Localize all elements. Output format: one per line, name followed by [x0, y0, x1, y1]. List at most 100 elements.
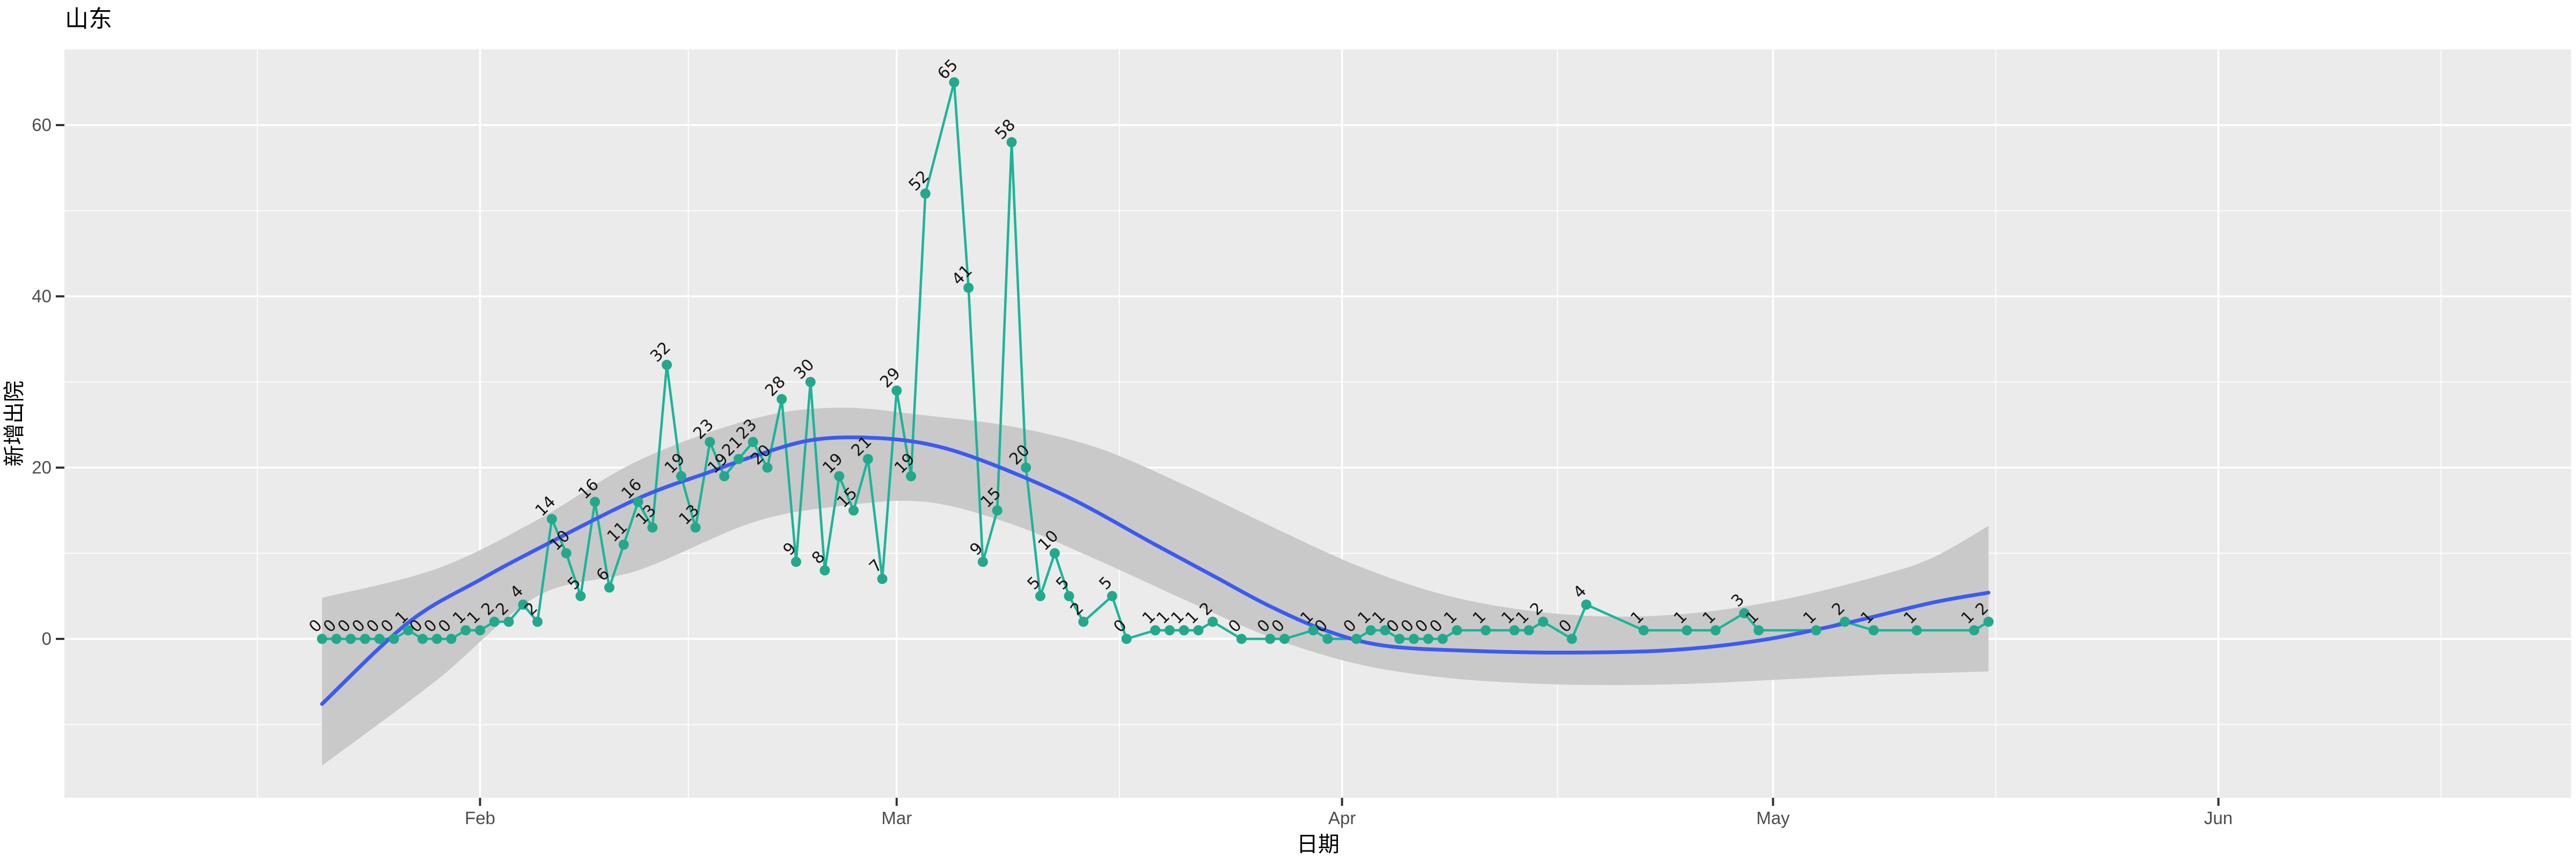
data-point	[1035, 591, 1045, 601]
y-tick-label: 60	[32, 115, 52, 135]
data-point	[1524, 625, 1534, 636]
data-point	[1049, 548, 1060, 558]
confidence-band-layer	[322, 407, 1989, 766]
data-point	[877, 573, 888, 584]
x-tick-label: May	[1757, 808, 1790, 828]
data-point	[1078, 616, 1089, 627]
data-point	[1193, 625, 1204, 636]
data-point	[819, 565, 830, 576]
data-point	[1208, 616, 1218, 627]
data-point	[705, 436, 715, 447]
data-point	[1969, 625, 1979, 636]
data-point	[317, 634, 327, 644]
data-point	[1509, 625, 1520, 636]
data-point	[1811, 625, 1821, 636]
data-point	[403, 625, 414, 636]
data-point	[532, 616, 543, 627]
data-point	[805, 377, 816, 387]
data-point	[762, 462, 773, 473]
data-point	[906, 471, 917, 482]
x-axis-title: 日期	[1297, 833, 1340, 856]
data-point	[1006, 137, 1017, 148]
data-point	[374, 634, 385, 644]
data-point	[618, 540, 629, 550]
data-point	[1739, 608, 1750, 618]
data-point	[1538, 616, 1548, 627]
data-point	[1581, 599, 1592, 610]
data-point	[590, 497, 601, 507]
data-point	[389, 634, 399, 644]
data-point	[1409, 634, 1419, 644]
data-point	[777, 394, 787, 404]
data-point	[575, 591, 586, 601]
data-point	[1107, 591, 1117, 601]
data-point	[1452, 625, 1462, 636]
data-point	[1753, 625, 1764, 636]
data-point	[963, 282, 974, 293]
x-tick-label: Apr	[1328, 808, 1356, 828]
data-point	[1710, 625, 1721, 636]
axis-ticks-layer: Feb Mar Apr May Jun 0 20 40 60	[32, 115, 2233, 828]
data-point	[848, 505, 859, 516]
data-point	[1021, 462, 1031, 473]
data-point	[489, 616, 500, 627]
data-point	[546, 514, 557, 525]
data-point	[690, 522, 701, 533]
data-point	[834, 471, 845, 482]
data-point	[719, 471, 730, 482]
data-point	[1868, 625, 1879, 636]
data-point	[1437, 634, 1448, 644]
data-point	[446, 634, 457, 644]
data-point	[475, 625, 485, 636]
data-point	[518, 599, 529, 610]
data-point	[992, 505, 1002, 516]
data-point	[647, 522, 658, 533]
plot-title: 山东	[65, 6, 112, 32]
data-point	[1394, 634, 1405, 644]
data-point	[1638, 625, 1649, 636]
data-point	[949, 77, 960, 88]
x-tick-label: Jun	[2204, 808, 2233, 828]
data-point	[1423, 634, 1433, 644]
data-point	[1840, 616, 1850, 627]
data-point	[1681, 625, 1692, 636]
data-point	[862, 454, 873, 464]
data-point	[891, 385, 902, 396]
data-point	[1164, 625, 1175, 636]
x-tick-label: Mar	[881, 808, 912, 828]
data-point	[1150, 625, 1161, 636]
data-point	[604, 582, 614, 593]
data-point	[360, 634, 370, 644]
data-point	[791, 557, 801, 567]
panel-background	[64, 49, 2571, 798]
data-point	[1380, 625, 1391, 636]
data-point	[1179, 625, 1189, 636]
data-point	[431, 634, 442, 644]
data-point	[1279, 634, 1290, 644]
data-point	[1121, 634, 1132, 644]
y-tick-label: 0	[42, 629, 52, 649]
data-point	[920, 188, 931, 199]
data-point	[331, 634, 342, 644]
data-point	[417, 634, 428, 644]
data-point	[460, 625, 471, 636]
smooth-line	[320, 435, 1990, 706]
data-point	[346, 634, 356, 644]
data-point	[503, 616, 514, 627]
y-tick-label: 40	[32, 286, 52, 306]
x-tick-label: Feb	[465, 808, 495, 828]
data-point	[1236, 634, 1247, 644]
data-point	[1265, 634, 1276, 644]
data-point	[1983, 616, 1994, 627]
data-point	[1322, 634, 1333, 644]
y-axis-title: 新增出院	[3, 381, 26, 467]
data-point	[977, 557, 988, 567]
data-point	[633, 497, 643, 507]
data-point	[1308, 625, 1319, 636]
data-point	[1912, 625, 1922, 636]
data-point	[1480, 625, 1491, 636]
data-point	[1567, 634, 1577, 644]
data-point	[1064, 591, 1074, 601]
